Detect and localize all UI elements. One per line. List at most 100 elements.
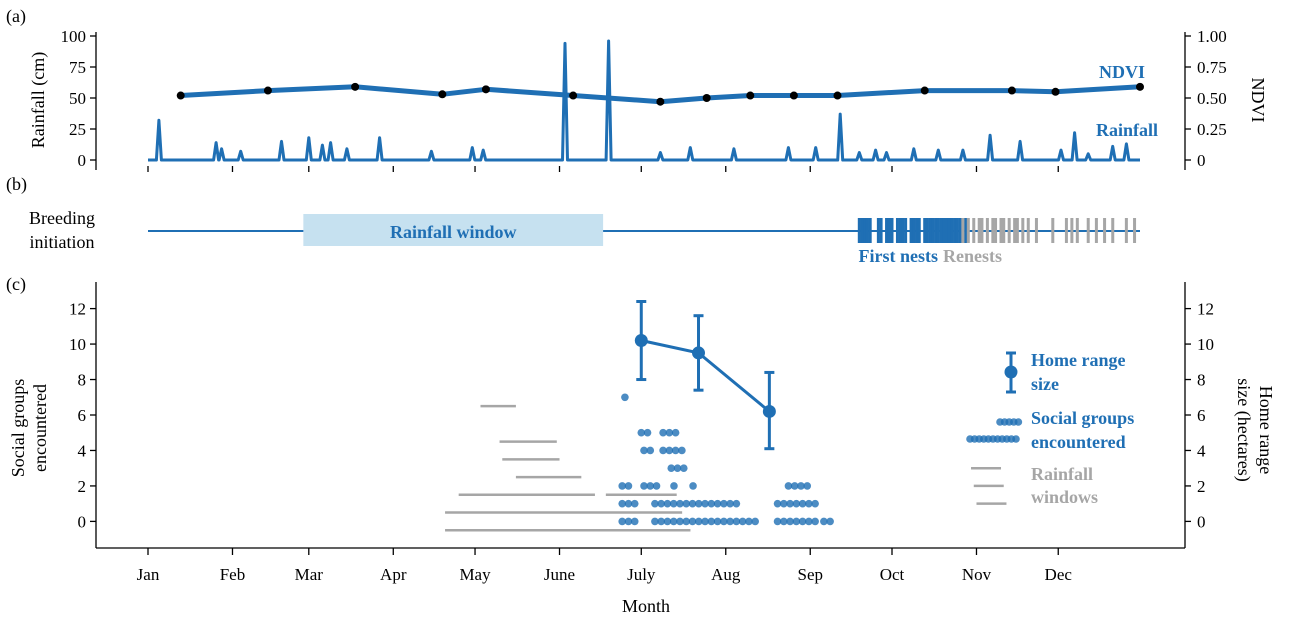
legend-social-point [1014, 418, 1023, 426]
social-group-point [671, 446, 680, 455]
month-label: July [627, 565, 656, 584]
rainfall-window-box [303, 214, 604, 246]
legend-rain-line2: windows [1031, 487, 1098, 507]
panel-c-social-groups: Social groups encountered Home range siz… [8, 282, 1276, 548]
home-range-point [762, 404, 776, 418]
social-group-point [751, 517, 759, 526]
social-group-point [657, 499, 665, 508]
ndvi-tick-label: 1.00 [1197, 27, 1227, 46]
social-tick-label: 4 [78, 441, 87, 460]
panel-label-a: (a) [6, 6, 26, 27]
home-range-point [634, 334, 648, 348]
social-group-point [720, 517, 728, 526]
legend-social-point [1012, 435, 1020, 443]
social-group-point [820, 517, 828, 526]
social-group-point [688, 499, 697, 508]
social-group-point [726, 499, 734, 508]
ndvi-point [176, 91, 185, 100]
social-group-point [745, 517, 753, 526]
ndvi-point [656, 97, 665, 106]
month-label: Jan [137, 565, 160, 584]
rainfall-window-label: Rainfall window [390, 222, 517, 242]
social-group-point [732, 499, 741, 508]
social-group-point [786, 499, 794, 508]
social-group-point [689, 482, 697, 490]
social-group-point [811, 499, 819, 508]
ndvi-tick-label: 0.75 [1197, 58, 1227, 77]
legend-rain-line1: Rainfall [1031, 464, 1093, 484]
social-group-point [688, 517, 697, 526]
social-group-point [665, 446, 674, 455]
social-group-point [694, 517, 703, 526]
home-range-line [640, 339, 771, 413]
panel-label-b: (b) [6, 174, 27, 195]
social-group-point [669, 517, 678, 526]
social-tick-label: 10 [69, 335, 86, 354]
home-range-tick-label: 6 [1197, 406, 1206, 425]
social-group-point [805, 499, 813, 508]
social-group-point [646, 482, 655, 490]
social-group-point [792, 517, 801, 526]
social-group-point [624, 499, 633, 508]
social-group-point [679, 464, 688, 473]
ndvi-point [702, 94, 711, 102]
rainfall-tick-label: 75 [69, 58, 86, 77]
x-axis-label: Month [622, 596, 670, 616]
legend-social-line1: Social groups [1031, 408, 1134, 428]
social-group-point [682, 499, 691, 508]
home-range-axis-label-line2: size (hectares) [1233, 378, 1254, 481]
home-range-axis-label-line1: Home range [1256, 386, 1276, 474]
ndvi-point [438, 90, 447, 99]
ndvi-point [481, 85, 490, 94]
ndvi-point [263, 86, 272, 95]
social-group-point [618, 499, 626, 508]
social-group-point [780, 517, 788, 526]
social-group-point [663, 517, 672, 526]
home-range-tick-label: 8 [1197, 371, 1206, 390]
social-tick-label: 6 [78, 406, 87, 425]
social-group-point [682, 517, 691, 526]
social-group-point [797, 482, 805, 490]
social-group-point [805, 517, 813, 526]
social-group-point [637, 428, 646, 437]
social-group-point [726, 517, 734, 526]
social-group-point [676, 517, 684, 526]
breeding-label-line1: Breeding [29, 208, 95, 228]
social-group-point [790, 482, 799, 490]
legend-home-range-point [1004, 365, 1018, 379]
home-range-tick-label: 12 [1197, 300, 1214, 319]
ndvi-point [1007, 86, 1016, 95]
social-group-point [630, 517, 639, 526]
social-tick-label: 8 [78, 371, 87, 390]
social-group-point [773, 499, 782, 508]
month-label: Feb [220, 565, 246, 584]
social-group-point [792, 499, 801, 508]
ndvi-axis-label: NDVI [1248, 78, 1268, 123]
rainfall-tick-label: 100 [61, 27, 87, 46]
social-group-point [811, 517, 819, 526]
social-group-point [624, 482, 633, 490]
ndvi-point [920, 86, 929, 95]
home-range-tick-label: 4 [1197, 441, 1206, 460]
panel-a-rainfall-ndvi: Rainfall (cm) NDVI 0 25 50 75 100 0 0.25 0.50 0.… [28, 27, 1268, 170]
social-group-point [707, 517, 716, 526]
social-group-point [713, 517, 722, 526]
social-group-point [780, 499, 788, 508]
social-group-point [618, 482, 626, 490]
social-group-point [646, 446, 655, 455]
ndvi-point [833, 91, 842, 100]
rainfall-series-label: Rainfall [1096, 120, 1158, 140]
ndvi-series-label: NDVI [1099, 62, 1145, 82]
legend-home-range-line1: Home range [1031, 350, 1125, 370]
social-group-point [784, 482, 793, 490]
social-group-point [673, 464, 682, 473]
ndvi-point [746, 91, 755, 100]
social-group-point [651, 517, 659, 526]
social-group-point [665, 428, 674, 437]
social-group-point [663, 499, 672, 508]
social-group-point [720, 499, 728, 508]
breeding-label-line2: initiation [30, 232, 95, 252]
month-label: June [544, 565, 575, 584]
home-range-point [692, 346, 706, 360]
panel-b-breeding-initiation: Breeding initiation Rainfall window Firs… [29, 208, 1140, 266]
